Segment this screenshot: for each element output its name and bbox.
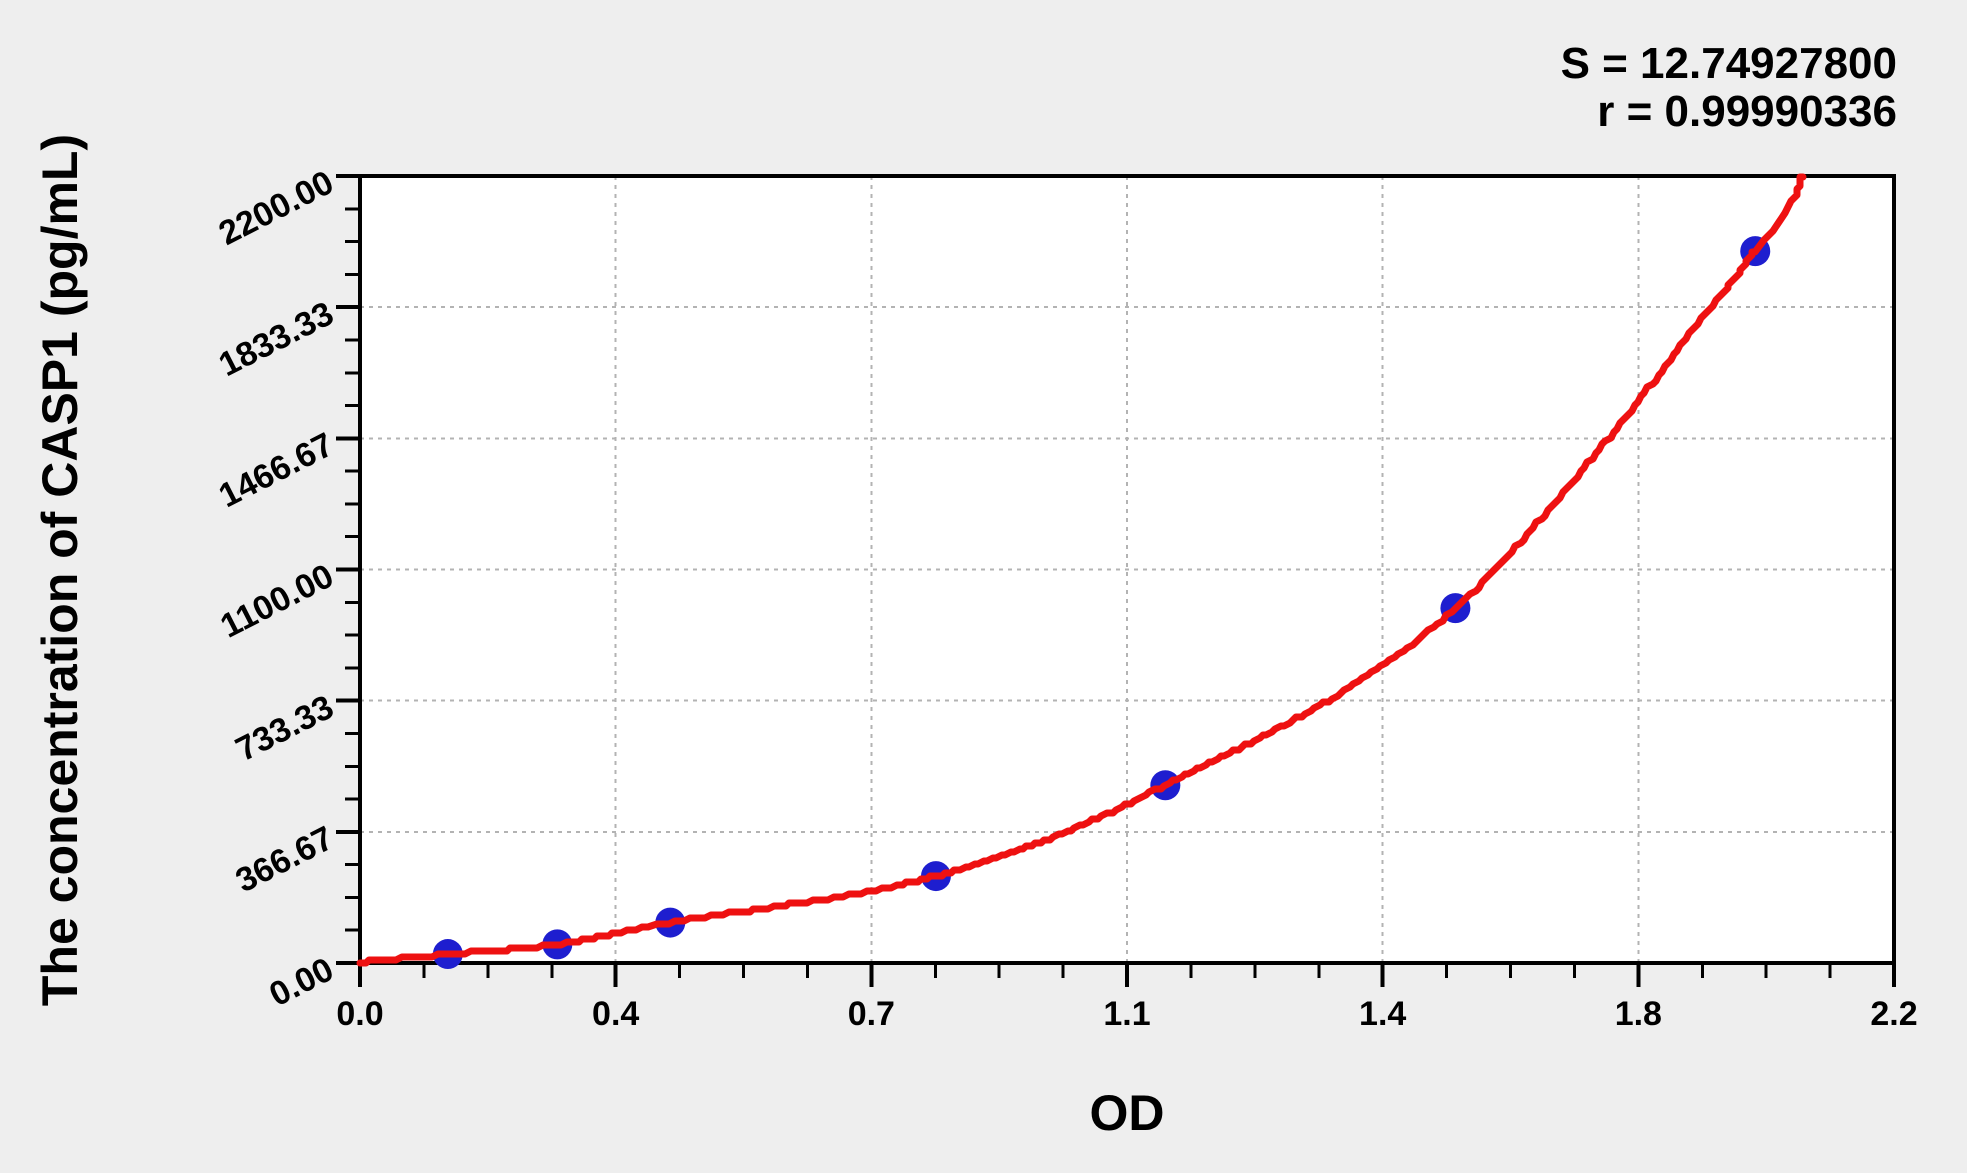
x-tick-label: 1.4	[1359, 995, 1406, 1033]
x-tick-label: 0.4	[592, 995, 639, 1033]
axis-ticks	[336, 174, 1896, 987]
y-tick-label: 1833.33	[213, 294, 340, 384]
x-tick-label: 0.0	[336, 995, 383, 1033]
y-tick-label: 1466.67	[213, 426, 340, 516]
grid-lines	[360, 176, 1894, 963]
x-tick-label: 2.2	[1870, 995, 1917, 1033]
y-tick-label: 1100.00	[215, 557, 340, 646]
x-tick-label: 0.7	[848, 995, 895, 1033]
plot-frame	[358, 174, 1896, 965]
y-tick-label: 366.67	[230, 819, 340, 900]
y-tick-label: 2200.00	[213, 163, 340, 253]
y-tick-label: 0.00	[263, 950, 339, 1014]
x-tick-label: 1.1	[1103, 995, 1150, 1033]
fit-statistic-r: r = 0.99990336	[1597, 87, 1897, 136]
fit-statistic-s: S = 12.74927800	[1560, 39, 1897, 88]
x-tick-label: 1.8	[1615, 995, 1662, 1033]
fit-curve	[356, 173, 1807, 967]
y-tick-label: 733.33	[230, 688, 340, 769]
x-axis-title: OD	[1089, 1085, 1165, 1141]
x-tick-labels: 0.0 0.4 0.7 1.1 1.4 1.8 2.2	[336, 995, 1917, 1033]
y-tick-labels: 0.00 366.67 733.33 1100.00 1466.67 1833.33 220…	[213, 163, 340, 1014]
